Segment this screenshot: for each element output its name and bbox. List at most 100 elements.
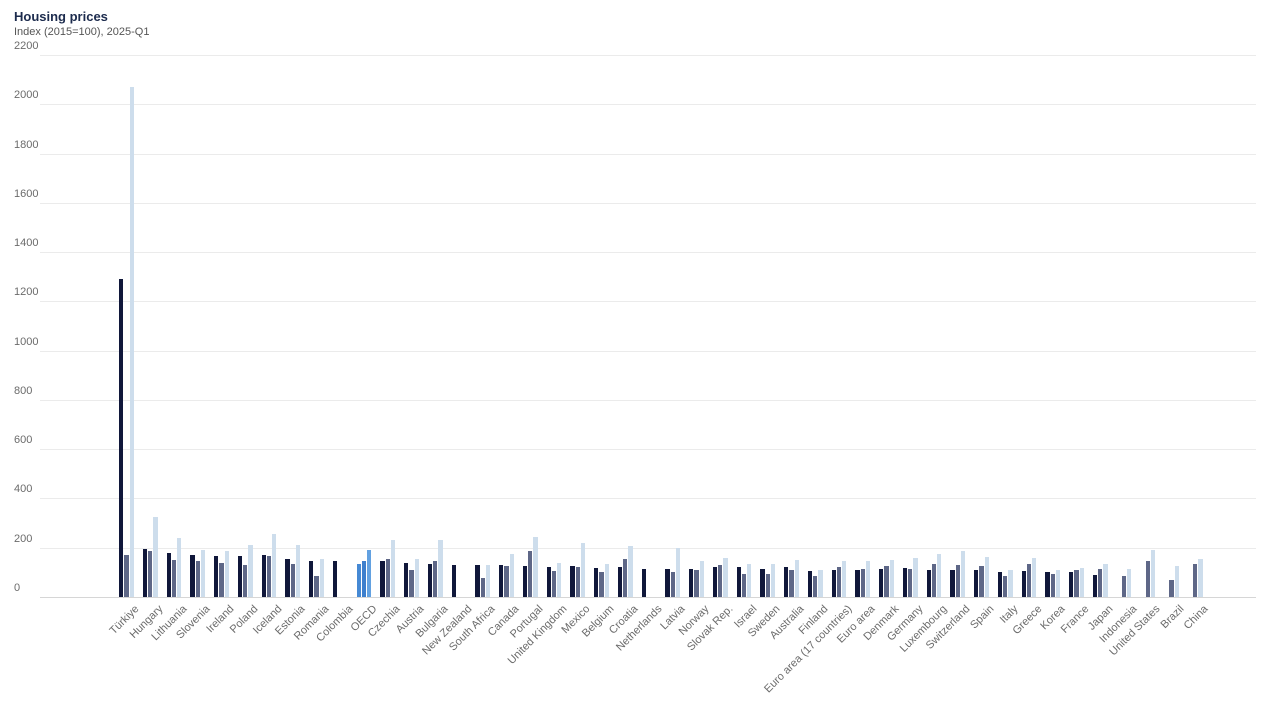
bar-colombia-series_dark[interactable] <box>332 561 338 597</box>
bar-italy-series_dark[interactable] <box>997 572 1003 597</box>
bar-denmark-series_light[interactable] <box>889 560 894 597</box>
bar-romania-series_dark[interactable] <box>309 561 314 597</box>
bar-euro-area-17-countries--series_dark[interactable] <box>831 569 836 597</box>
bar-slovenia-series_light[interactable] <box>200 550 206 597</box>
bar-switzerland-series_dark[interactable] <box>950 570 955 597</box>
bar-switzerland-series_medium[interactable] <box>955 565 960 597</box>
bar-mexico-series_medium[interactable] <box>575 566 580 597</box>
bar-iceland-series_medium[interactable] <box>266 555 272 597</box>
bar-finland-series_light[interactable] <box>818 569 823 597</box>
bar-brazil-series_light[interactable] <box>1174 566 1179 597</box>
bar-euro-area-series_medium[interactable] <box>860 569 865 597</box>
bar-hungary-series_dark[interactable] <box>142 548 148 597</box>
bar-belgium-series_dark[interactable] <box>594 567 599 597</box>
bar-japan-series_medium[interactable] <box>1098 568 1103 597</box>
bar-united-kingdom-series_dark[interactable] <box>546 566 551 597</box>
bar-italy-series_medium[interactable] <box>1003 576 1008 597</box>
bar-romania-series_medium[interactable] <box>314 576 319 597</box>
bar-austria-series_light[interactable] <box>414 558 419 597</box>
bar-new-zealand-series_dark[interactable] <box>451 565 456 597</box>
bar-ireland-series_dark[interactable] <box>214 556 219 597</box>
bar-united-kingdom-series_medium[interactable] <box>551 571 557 597</box>
bar-ireland-series_medium[interactable] <box>219 562 224 597</box>
bar-romania-series_light[interactable] <box>319 558 324 597</box>
bar-oecd-series_medium[interactable] <box>361 560 367 597</box>
bar-hungary-series_light[interactable] <box>153 516 158 597</box>
bar-croatia-series_light[interactable] <box>628 545 633 597</box>
bar-korea-series_dark[interactable] <box>1045 572 1050 597</box>
bar-indonesia-series_light[interactable] <box>1127 568 1132 597</box>
bar-euro-area-series_light[interactable] <box>865 560 871 597</box>
bar-mexico-series_light[interactable] <box>580 543 586 597</box>
bar-norway-series_dark[interactable] <box>689 568 694 597</box>
bar-brazil-series_medium[interactable] <box>1169 579 1174 597</box>
bar-t-rkiye-series_dark[interactable] <box>119 279 124 597</box>
bar-poland-series_dark[interactable] <box>237 556 243 597</box>
bar-croatia-series_medium[interactable] <box>623 558 628 597</box>
bar-austria-series_medium[interactable] <box>409 569 414 597</box>
bar-lithuania-series_light[interactable] <box>177 537 182 597</box>
bar-japan-series_light[interactable] <box>1103 564 1108 597</box>
bar-latvia-series_dark[interactable] <box>665 568 670 597</box>
bar-south-africa-series_medium[interactable] <box>480 577 485 597</box>
bar-spain-series_light[interactable] <box>984 556 989 597</box>
bar-finland-series_dark[interactable] <box>807 571 813 597</box>
bar-france-series_light[interactable] <box>1079 567 1084 597</box>
bar-netherlands-series_dark[interactable] <box>641 568 646 597</box>
bar-euro-area-series_dark[interactable] <box>855 569 860 597</box>
bar-estonia-series_dark[interactable] <box>285 558 290 597</box>
bar-portugal-series_light[interactable] <box>533 536 538 597</box>
bar-czechia-series_medium[interactable] <box>385 558 390 597</box>
bar-greece-series_dark[interactable] <box>1021 571 1026 597</box>
bar-latvia-series_light[interactable] <box>675 548 681 597</box>
bar-france-series_dark[interactable] <box>1069 572 1074 597</box>
bar-china-series_medium[interactable] <box>1193 563 1198 597</box>
bar-canada-series_medium[interactable] <box>504 566 509 597</box>
bar-greece-series_light[interactable] <box>1032 557 1037 597</box>
bar-italy-series_light[interactable] <box>1008 569 1013 597</box>
bar-china-series_light[interactable] <box>1198 558 1203 597</box>
bar-ireland-series_light[interactable] <box>224 551 229 597</box>
bar-austria-series_dark[interactable] <box>404 563 409 597</box>
bar-luxembourg-series_light[interactable] <box>937 553 942 597</box>
bar-finland-series_medium[interactable] <box>813 576 818 597</box>
bar-bulgaria-series_medium[interactable] <box>433 561 438 597</box>
bar-poland-series_light[interactable] <box>248 545 253 597</box>
bar-united-kingdom-series_light[interactable] <box>557 562 562 597</box>
bar-slovak-rep--series_dark[interactable] <box>712 567 718 597</box>
bar-iceland-series_dark[interactable] <box>261 555 266 597</box>
bar-switzerland-series_light[interactable] <box>960 551 966 597</box>
bar-slovenia-series_medium[interactable] <box>195 561 200 597</box>
bar-mexico-series_dark[interactable] <box>570 566 575 597</box>
bar-japan-series_dark[interactable] <box>1092 574 1098 597</box>
bar-oecd-series_light[interactable] <box>367 550 372 597</box>
bar-denmark-series_medium[interactable] <box>884 566 889 597</box>
bar-slovenia-series_dark[interactable] <box>190 555 195 597</box>
bar-t-rkiye-series_light[interactable] <box>129 87 134 597</box>
bar-portugal-series_medium[interactable] <box>528 551 533 597</box>
bar-indonesia-series_medium[interactable] <box>1121 576 1127 597</box>
bar-canada-series_light[interactable] <box>509 553 514 597</box>
bar-greece-series_medium[interactable] <box>1026 563 1032 597</box>
bar-t-rkiye-series_medium[interactable] <box>124 555 129 597</box>
bar-sweden-series_medium[interactable] <box>765 574 770 597</box>
bar-south-africa-series_light[interactable] <box>485 564 491 597</box>
bar-estonia-series_medium[interactable] <box>290 563 295 597</box>
bar-france-series_medium[interactable] <box>1074 570 1079 597</box>
bar-czechia-series_light[interactable] <box>390 540 396 597</box>
bar-united-states-series_medium[interactable] <box>1145 560 1150 597</box>
bar-south-africa-series_dark[interactable] <box>475 564 480 597</box>
bar-slovak-rep--series_light[interactable] <box>723 558 728 597</box>
bar-germany-series_dark[interactable] <box>902 568 908 597</box>
bar-sweden-series_dark[interactable] <box>760 568 765 597</box>
bar-belgium-series_light[interactable] <box>604 564 609 597</box>
bar-latvia-series_medium[interactable] <box>670 572 675 597</box>
bar-iceland-series_light[interactable] <box>272 534 277 597</box>
bar-australia-series_dark[interactable] <box>784 567 789 597</box>
bar-hungary-series_medium[interactable] <box>148 551 153 597</box>
bar-slovak-rep--series_medium[interactable] <box>718 564 723 597</box>
bar-israel-series_dark[interactable] <box>736 566 741 597</box>
bar-bulgaria-series_dark[interactable] <box>427 563 433 597</box>
bar-luxembourg-series_medium[interactable] <box>931 563 937 597</box>
bar-euro-area-17-countries--series_medium[interactable] <box>836 567 842 597</box>
